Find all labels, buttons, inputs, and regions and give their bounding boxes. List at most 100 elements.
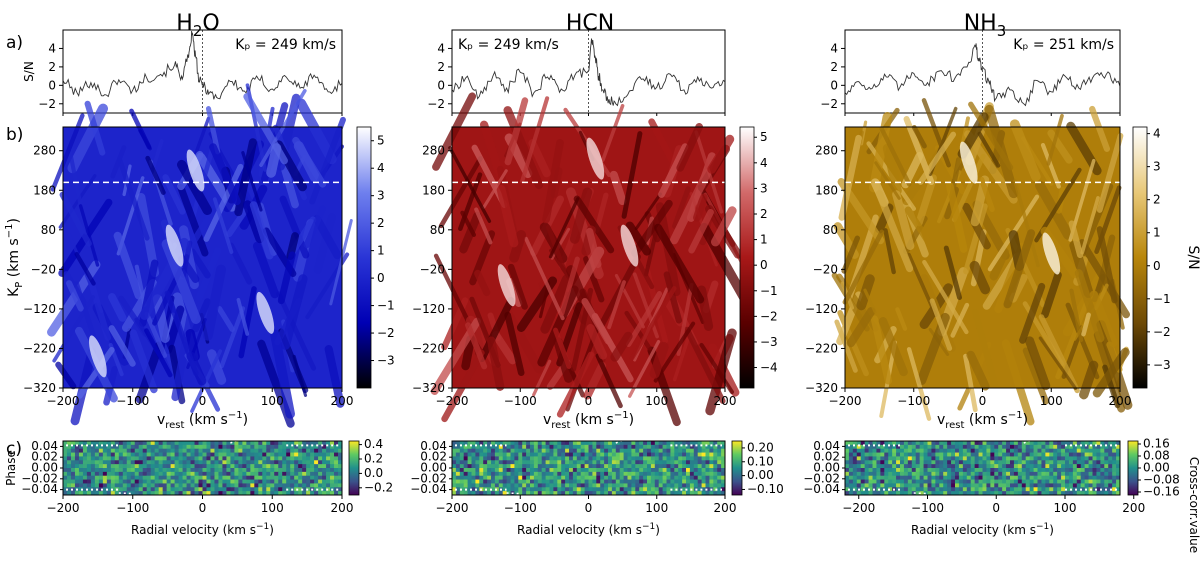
noise-streak (553, 327, 572, 369)
ccf-cell (982, 475, 987, 480)
ccf-cell (214, 468, 219, 473)
ccf-cell (970, 491, 976, 496)
ccf-cell (911, 487, 917, 492)
ccf-cell (198, 464, 203, 469)
ccf-cell (584, 487, 589, 492)
ccf-cell (122, 444, 128, 450)
ccf-cell (506, 487, 511, 492)
ccf-cell (222, 487, 227, 492)
ccf-cell (146, 456, 152, 461)
ccf-cell (452, 468, 457, 473)
ccf-cell (561, 475, 566, 480)
ccf-cell (576, 441, 582, 446)
ccf-cell (1108, 460, 1113, 465)
ccf-cell (553, 448, 558, 453)
ccf-cell (647, 491, 652, 496)
ccf-cell (338, 483, 343, 488)
noise-streak (556, 351, 595, 418)
noise-streak (669, 169, 712, 245)
ccf-cell (1033, 491, 1038, 496)
ccf-cell (658, 475, 663, 480)
ccf-cell (238, 441, 243, 446)
ccf-cell (66, 483, 72, 488)
ccf-cell (258, 491, 263, 496)
ccf-cell (631, 460, 636, 465)
ccf-cell (70, 464, 76, 469)
ccf-cell (78, 475, 84, 480)
ccf-cell (565, 468, 570, 473)
ccf-cell (242, 444, 247, 450)
ccf-cell (162, 491, 168, 496)
ccf-cell (962, 483, 968, 488)
ccf-cell (939, 452, 944, 457)
ccf-cell (1010, 471, 1015, 477)
ccf-cell (310, 479, 315, 484)
ccf-cell (1021, 460, 1027, 465)
ccf-cell (1065, 460, 1070, 465)
ccf-cell (549, 471, 554, 477)
noise-streak (74, 251, 96, 286)
ccf-cell (537, 475, 543, 480)
ccf-cell (643, 441, 648, 446)
noise-streak (663, 271, 683, 324)
noise-streak (688, 209, 714, 254)
ccf-cell (1072, 460, 1078, 465)
ccf-cell (455, 464, 461, 469)
ccf-cell (880, 483, 885, 488)
ccf-cell (70, 471, 76, 477)
ccf-cell (86, 464, 92, 469)
ccf-cell (1037, 456, 1042, 461)
noise-streak (66, 280, 84, 312)
ccf-cell (876, 456, 881, 461)
noise-streak (478, 296, 515, 363)
ccf-cell (911, 483, 917, 488)
ccf-cell (170, 456, 175, 461)
ccf-cell (126, 483, 132, 488)
ccf-cell (322, 487, 327, 492)
ccf-cell (1029, 448, 1034, 453)
noise-streak (528, 139, 551, 178)
ccf-cell (78, 483, 84, 488)
ccf-cell (514, 491, 519, 496)
ccf-cell (322, 452, 327, 457)
ccf-cell (166, 456, 172, 461)
ccf-cell (619, 491, 624, 496)
ccf-cell (693, 471, 699, 477)
y-tick-label: −20 (31, 262, 56, 276)
ccf-cell (541, 441, 546, 446)
ccf-cell (202, 456, 207, 461)
ccf-cell (931, 479, 936, 484)
ccf-cell (162, 479, 168, 484)
x-tick-label: 100 (645, 501, 668, 515)
ccf-cell (1076, 464, 1082, 469)
ccf-cell (298, 448, 303, 453)
ccf-cell (250, 475, 255, 480)
ccf-cell (150, 483, 156, 488)
ccf-cell (994, 487, 999, 492)
ccf-cell (911, 441, 917, 446)
ccf-cell (1037, 483, 1042, 488)
ccf-cell (90, 456, 96, 461)
ccf-cell (907, 468, 913, 473)
ccf-cell (142, 468, 148, 473)
ccf-cell (1041, 468, 1046, 473)
ccf-cell (90, 448, 96, 453)
ccf-cell (935, 487, 940, 492)
radial-velocity-label: Radial velocity (km s−1) (517, 522, 660, 537)
ccf-cell (114, 483, 120, 488)
ccf-cell (947, 471, 952, 477)
ccf-cell (951, 456, 956, 461)
ccf-cell (150, 491, 156, 496)
ccf-cell (686, 483, 691, 488)
ccf-cell (234, 448, 239, 453)
ccf-cell (250, 441, 255, 446)
ccf-cell (533, 475, 539, 480)
ccf-cell (330, 475, 335, 480)
ccf-cell (701, 452, 706, 457)
ccf-cell (611, 464, 617, 469)
ccf-cell (270, 456, 275, 461)
ccf-cell (218, 441, 223, 446)
ccf-cell (206, 460, 211, 465)
ccf-cell (242, 460, 247, 465)
ccf-cell (226, 441, 231, 446)
